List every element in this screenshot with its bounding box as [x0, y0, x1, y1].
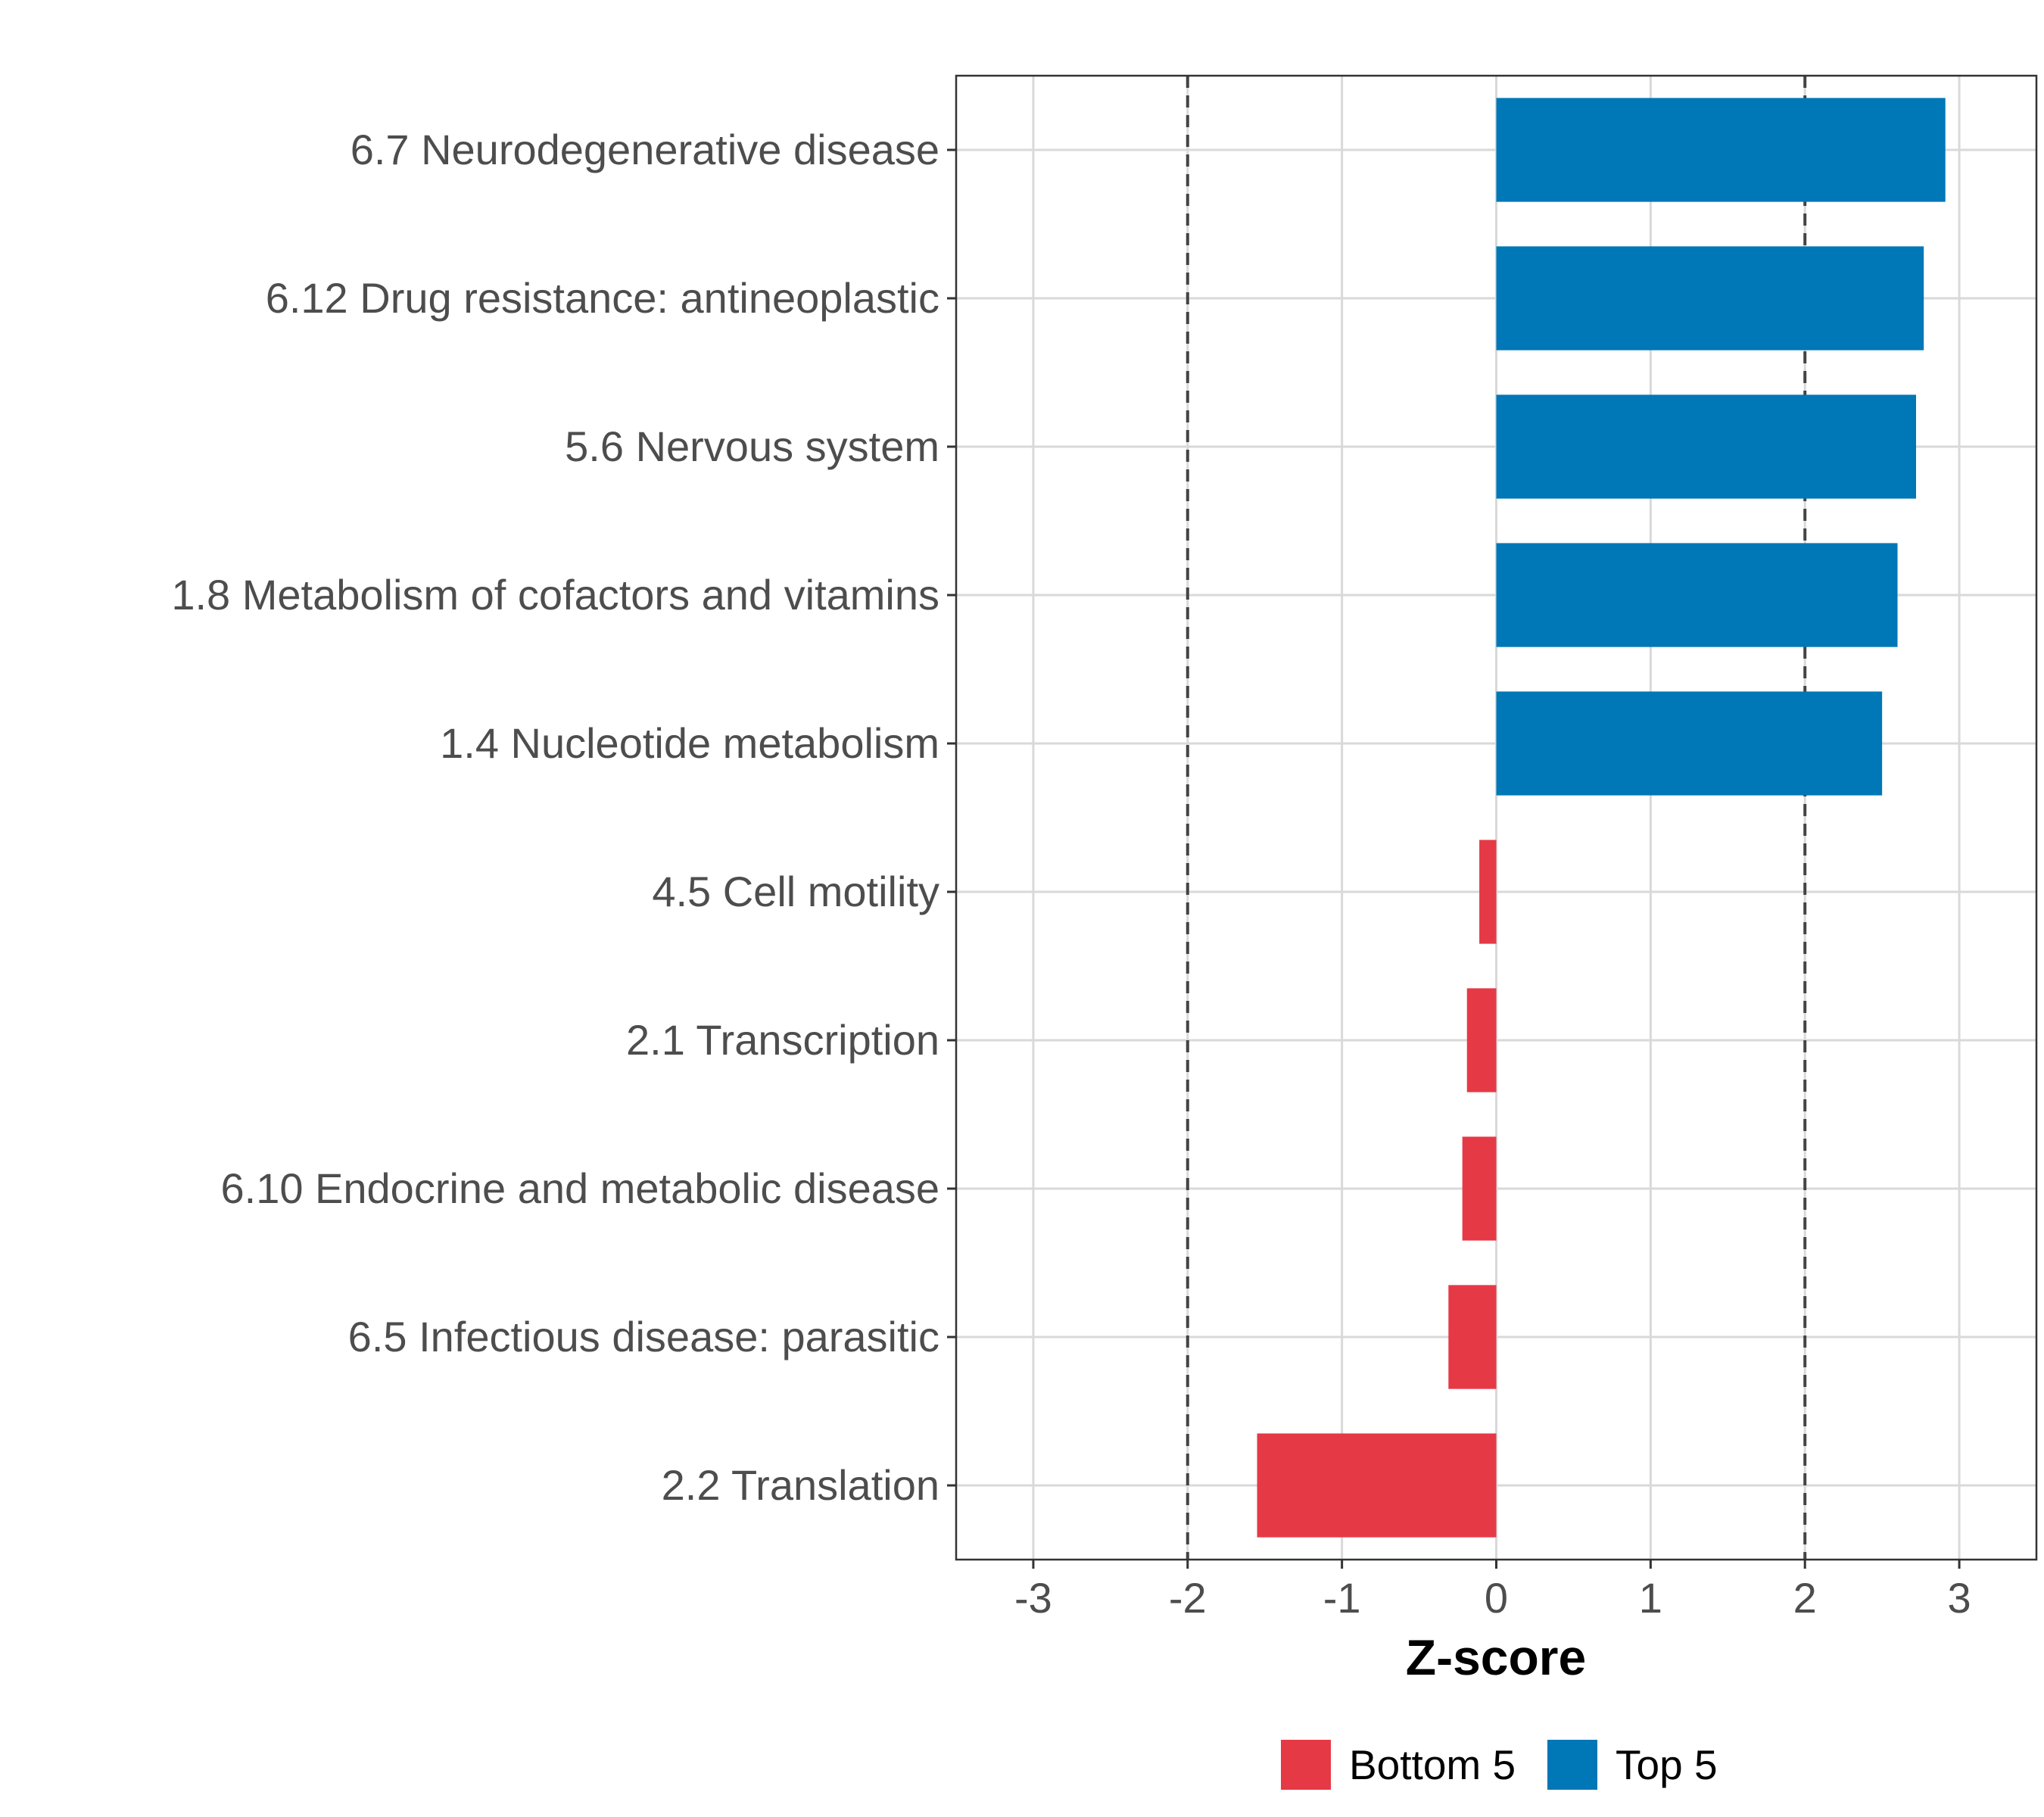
x-tick-label-1: -2	[1169, 1574, 1207, 1622]
bar-7	[1462, 1136, 1497, 1241]
category-label-6: 2.1 Transcription	[626, 1016, 939, 1064]
category-label-5: 4.5 Cell motility	[652, 868, 939, 915]
y-axis-ticks: 6.7 Neurodegenerative disease 6.12 Drug r…	[171, 126, 956, 1509]
category-label-7: 6.10 Endocrine and metabolic disease	[220, 1164, 939, 1212]
category-label-9: 2.2 Translation	[662, 1461, 939, 1509]
legend-key-0	[1281, 1740, 1331, 1790]
category-label-4: 1.4 Nucleotide metabolism	[440, 719, 939, 767]
bar-4	[1496, 691, 1883, 796]
bar-9	[1257, 1433, 1497, 1538]
x-tick-label-4: 1	[1639, 1574, 1662, 1622]
bar-5	[1479, 840, 1497, 944]
x-tick-label-0: -3	[1014, 1574, 1052, 1622]
category-label-3: 1.8 Metabolism of cofactors and vitamins	[171, 571, 939, 619]
legend: Bottom 5 Top 5	[1281, 1740, 1718, 1790]
bar-2	[1496, 394, 1916, 499]
legend-label-1: Top 5	[1616, 1741, 1718, 1788]
x-tick-label-5: 2	[1793, 1574, 1817, 1622]
x-tick-label-6: 3	[1947, 1574, 1971, 1622]
x-tick-label-2: -1	[1323, 1574, 1361, 1622]
bar-6	[1466, 988, 1497, 1092]
category-label-8: 6.5 Infectious disease: parasitic	[348, 1313, 939, 1360]
bar-8	[1448, 1285, 1497, 1389]
bar-3	[1496, 543, 1898, 647]
legend-label-0: Bottom 5	[1349, 1741, 1516, 1788]
category-label-2: 5.6 Nervous system	[565, 422, 939, 470]
legend-key-1	[1547, 1740, 1597, 1790]
x-axis-ticks: -3 -2 -1 0 1 2 3	[1014, 1560, 1971, 1622]
category-label-0: 6.7 Neurodegenerative disease	[351, 126, 939, 173]
bar-1	[1496, 246, 1924, 351]
category-label-1: 6.12 Drug resistance: antineoplastic	[266, 274, 939, 322]
x-tick-label-3: 0	[1485, 1574, 1508, 1622]
bar-0	[1496, 98, 1946, 202]
bars	[1257, 98, 1946, 1538]
x-axis-title: Z-score	[1406, 1629, 1586, 1685]
